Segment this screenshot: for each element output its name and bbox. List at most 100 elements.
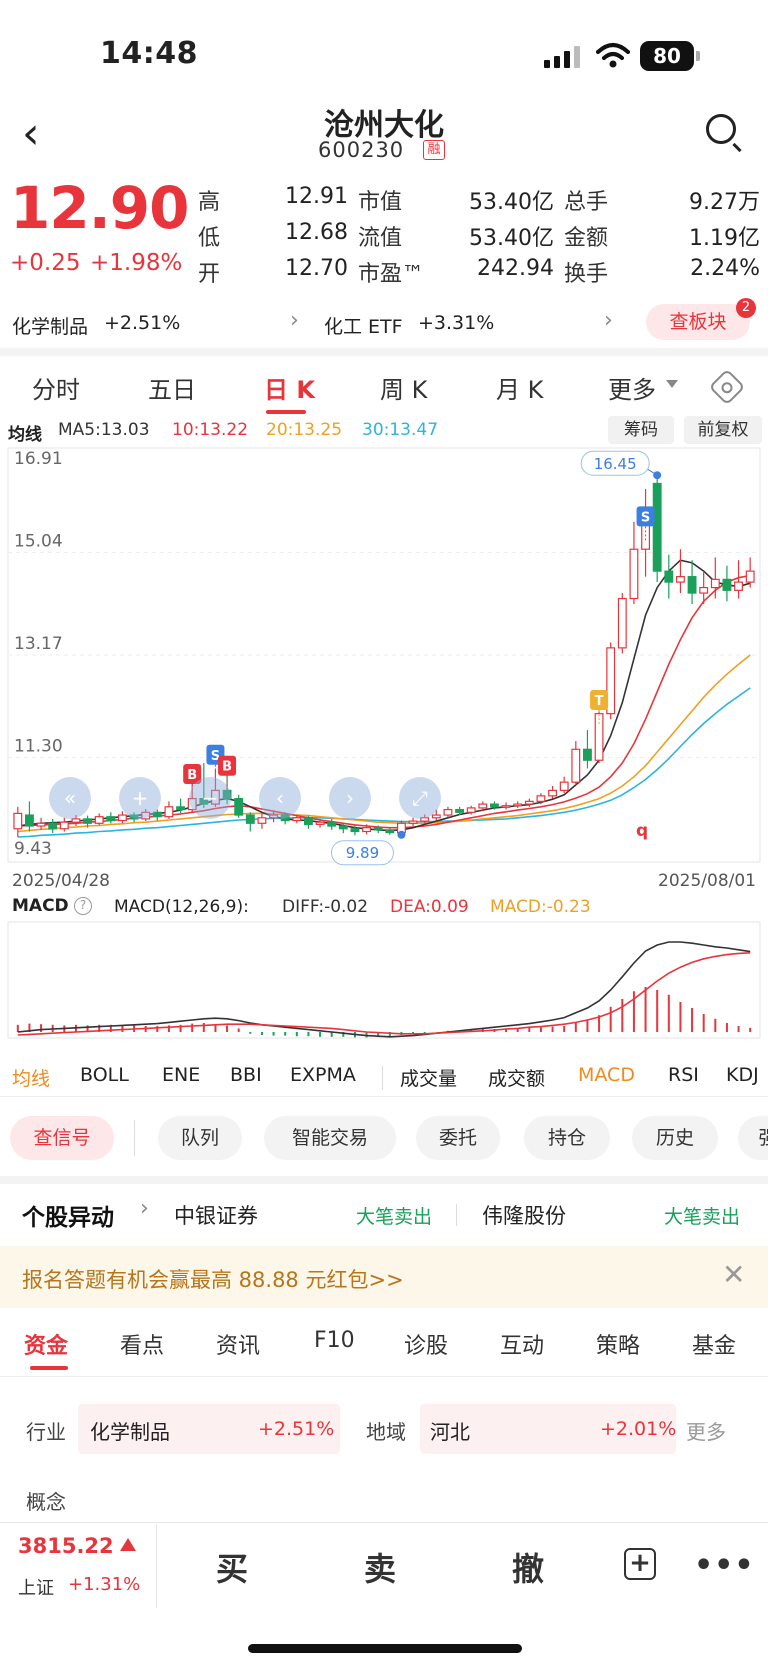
detail-tab[interactable]: 基金	[692, 1334, 737, 1359]
candle-body	[664, 570, 674, 583]
candle-body	[594, 713, 604, 761]
pan-right-icon-glyph: ›	[346, 786, 354, 810]
status-time: 14:48	[100, 36, 198, 71]
indicator-tab-成交量[interactable]: 成交量	[400, 1068, 458, 1090]
price-adjust-button[interactable]: 前复权	[684, 416, 762, 444]
ma-label[interactable]: 均线	[8, 425, 42, 445]
candle-body	[327, 821, 337, 827]
indicator-tab-boll[interactable]: BOLL	[80, 1064, 129, 1086]
sector-name[interactable]: 化学制品	[12, 316, 89, 338]
chip-distribution-button[interactable]: 筹码	[608, 416, 674, 444]
detail-tab[interactable]: 看点	[120, 1334, 165, 1359]
help-icon[interactable]: ?	[74, 897, 92, 915]
region-label: 地域	[366, 1420, 406, 1444]
detail-tab[interactable]: 资金	[24, 1334, 69, 1359]
tab-five-day[interactable]: 五日	[148, 376, 196, 404]
pill-button[interactable]: 队列	[158, 1116, 242, 1160]
chevron-right-icon[interactable]: ›	[140, 1196, 149, 1221]
tab-intraday[interactable]: 分时	[32, 376, 80, 404]
candle-body	[617, 597, 627, 649]
index-name[interactable]: 上证	[18, 1578, 54, 1599]
signal-marker	[218, 755, 237, 776]
divider	[382, 1066, 383, 1090]
settings-icon[interactable]	[708, 368, 746, 406]
pill-button[interactable]: 强	[738, 1116, 768, 1160]
more-icon[interactable]: •••	[694, 1548, 755, 1583]
region-pct: +2.01%	[600, 1418, 677, 1440]
detail-tab[interactable]: 资讯	[216, 1334, 261, 1359]
quote-label: 换手	[564, 262, 609, 287]
candlestick-chart[interactable]: 16.9115.0413.1711.309.4316.459.89BSBTSq«…	[0, 444, 768, 892]
detail-tab[interactable]: 诊股	[404, 1334, 449, 1359]
pill-button[interactable]: 委托	[416, 1116, 500, 1160]
indicator-tab-ene[interactable]: ENE	[162, 1064, 201, 1086]
tab-daily-k[interactable]: 日 K	[264, 376, 315, 404]
tab-monthly-k[interactable]: 月 K	[496, 376, 544, 404]
quote-value: 242.94	[477, 256, 554, 281]
quote-value: 2.24%	[690, 256, 760, 281]
indicator-tab-expma[interactable]: EXPMA	[290, 1064, 356, 1086]
indicator-tab-成交额[interactable]: 成交额	[488, 1068, 546, 1090]
pan-left-icon[interactable]	[259, 777, 301, 819]
rewind-icon[interactable]	[49, 777, 91, 819]
cancel-order-button[interactable]: 撤	[512, 1550, 545, 1588]
chevron-right-icon[interactable]: ›	[290, 308, 299, 333]
detail-tab[interactable]: 互动	[500, 1334, 545, 1359]
search-icon[interactable]	[706, 114, 736, 144]
add-icon[interactable]: +	[624, 1548, 656, 1580]
close-icon[interactable]: ✕	[722, 1258, 746, 1291]
signal-marker-label: T	[595, 694, 604, 709]
view-sector-button[interactable]: 查板块	[646, 304, 750, 340]
back-icon[interactable]: ‹	[22, 108, 40, 159]
sector-pct: +2.51%	[104, 312, 181, 334]
candle-body	[106, 816, 116, 822]
tab-weekly-k[interactable]: 周 K	[380, 376, 428, 404]
notification-badge: 2	[736, 298, 756, 318]
movement-stock-1[interactable]: 中银证券	[174, 1204, 258, 1228]
movement-stock-2[interactable]: 伟隆股份	[482, 1204, 566, 1228]
chevron-right-icon[interactable]: ›	[604, 308, 613, 333]
pill-button[interactable]: 持仓	[524, 1116, 610, 1160]
x-start-label: 2025/04/28	[12, 871, 110, 891]
region-name[interactable]: 河北	[430, 1420, 470, 1444]
candle-body	[164, 806, 174, 818]
pill-button[interactable]: 智能交易	[264, 1116, 396, 1160]
ma10-value: 10:13.22	[172, 420, 249, 440]
ma10-line	[17, 574, 751, 829]
sell-button[interactable]: 卖	[364, 1550, 397, 1588]
indicator-tab-kdj[interactable]: KDJ	[726, 1064, 759, 1086]
industry-card[interactable]	[78, 1404, 340, 1454]
pill-button[interactable]: 查信号	[10, 1116, 114, 1160]
macd-label: MACD	[12, 896, 69, 916]
index-value[interactable]: 3815.22	[18, 1534, 114, 1558]
detail-tab[interactable]: 策略	[596, 1334, 641, 1359]
candle-body	[315, 821, 325, 825]
index-pct: +1.31%	[68, 1574, 141, 1595]
indicator-tab-rsi[interactable]: RSI	[668, 1064, 699, 1086]
candle-body	[536, 795, 546, 802]
etf-name[interactable]: 化工 ETF	[324, 316, 403, 338]
candle-body	[443, 808, 453, 816]
pan-right-icon[interactable]	[329, 777, 371, 819]
pill-button[interactable]: 历史	[632, 1116, 718, 1160]
indicator-tab-macd[interactable]: MACD	[578, 1064, 635, 1086]
indicator-tab-bbi[interactable]: BBI	[230, 1064, 262, 1086]
macd-chart	[7, 921, 761, 1039]
tab-more[interactable]: 更多	[608, 376, 656, 404]
detail-tab[interactable]: F10	[314, 1328, 355, 1353]
caret-down-icon[interactable]	[666, 380, 678, 388]
industry-name[interactable]: 化学制品	[90, 1420, 170, 1444]
indicator-tab-均线[interactable]: 均线	[12, 1068, 51, 1090]
fullscreen-icon[interactable]	[399, 777, 441, 819]
stock-movement-title[interactable]: 个股异动	[22, 1205, 114, 1231]
promo-banner[interactable]	[0, 1246, 768, 1308]
price-change: +0.25	[10, 250, 81, 276]
zoom-out-icon[interactable]	[189, 777, 231, 819]
region-card[interactable]	[420, 1404, 676, 1454]
candle-body	[571, 748, 581, 783]
promo-text[interactable]: 报名答题有机会赢最高 88.88 元红包>>	[22, 1268, 404, 1292]
buy-button[interactable]: 买	[216, 1550, 249, 1588]
margin-tag: 融	[423, 140, 445, 160]
more-link[interactable]: 更多	[686, 1420, 726, 1444]
zoom-in-icon[interactable]	[119, 777, 161, 819]
